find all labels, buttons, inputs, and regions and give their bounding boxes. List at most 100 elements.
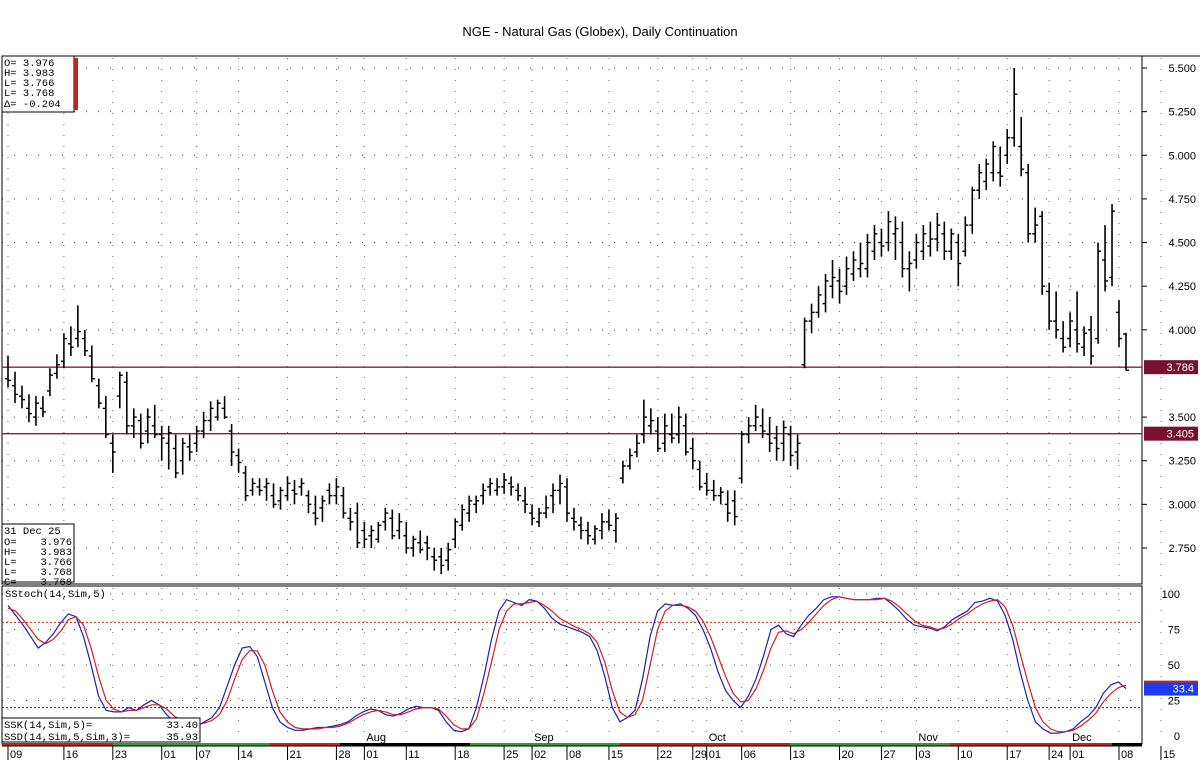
date-label: 18	[457, 749, 469, 761]
price-bar	[172, 434, 179, 479]
last-bar-key: H=	[4, 547, 17, 559]
price-bar	[60, 333, 67, 369]
price-bar	[459, 504, 466, 531]
price-bar	[1053, 291, 1060, 339]
price-bar	[116, 371, 123, 409]
price-bar	[815, 286, 822, 318]
price-bar	[389, 509, 396, 540]
y-tick-label: 4.000	[1168, 325, 1196, 337]
price-bar	[675, 406, 682, 444]
y-tick-label: 2.750	[1168, 543, 1196, 555]
price-y-axis: 5.500 5.250 5.000 4.750 4.500 4.250 4.000 3.500…	[1142, 63, 1196, 555]
price-bar	[801, 317, 808, 369]
price-bar	[703, 472, 710, 496]
price-bar	[515, 483, 522, 501]
price-bar	[976, 164, 983, 199]
date-axis-band-black	[1112, 743, 1142, 746]
price-bar	[242, 465, 249, 501]
price-bar	[557, 474, 564, 505]
last-bar-box: 31 Dec 25 O= 3.976 H= 3.983 L= 3.766 L= 3.768 C=…	[1, 523, 75, 589]
price-bar	[11, 371, 18, 404]
stoch-grid	[2, 588, 1162, 742]
price-bar	[228, 424, 235, 466]
stoch-last-bg	[1144, 681, 1198, 696]
month-label: Dec	[1072, 732, 1092, 744]
price-bar	[661, 413, 668, 452]
price-bar	[508, 476, 515, 496]
price-bar	[438, 548, 445, 575]
price-bar	[102, 396, 109, 439]
price-bar	[424, 535, 431, 561]
date-label: 02	[534, 749, 546, 761]
price-bar	[1046, 282, 1053, 330]
price-bar	[249, 478, 256, 496]
price-bar	[759, 408, 766, 439]
price-bar	[480, 483, 487, 505]
month-label: Sep	[534, 732, 554, 744]
price-bar	[543, 495, 550, 519]
price-bar	[410, 535, 417, 557]
price-bar	[836, 268, 843, 304]
date-axis: 09 16 23 01 07 14 21 28 01 11 18 25 02 08 15 22 29 01 06 13…	[2, 732, 1175, 761]
last-bar-value: 3.768	[40, 577, 72, 589]
price-bar	[88, 345, 95, 383]
last-bar-key: L=	[4, 567, 17, 579]
price-bar	[997, 146, 1004, 187]
stoch-values-box: SSK(14,Sim,5)= 33.40 SSD(14,Sim,5,Sim,3)…	[1, 717, 201, 744]
stoch-last-label: 33.4	[1173, 684, 1194, 696]
price-bar	[1004, 129, 1011, 164]
price-bar	[1116, 300, 1123, 348]
price-bar	[564, 478, 570, 522]
ohlc-line-0: O= 3.976	[4, 58, 54, 70]
price-bar	[207, 401, 214, 432]
price-bar	[794, 434, 801, 470]
price-bar	[263, 478, 270, 501]
price-bar	[682, 413, 689, 456]
price-bar	[529, 504, 536, 526]
date-label: 01	[366, 749, 378, 761]
stoch-y-axis: 100 75 50 25 0 33.4	[1144, 589, 1198, 743]
price-bar	[990, 141, 997, 182]
price-bar	[368, 525, 375, 548]
date-label: 14	[241, 749, 253, 761]
price-bar	[298, 478, 305, 496]
price-bar	[235, 448, 242, 473]
ssk-label: SSK(14,Sim,5)=	[4, 720, 92, 732]
price-bar	[361, 521, 368, 548]
price-bar	[396, 513, 403, 540]
date-label: 06	[744, 749, 756, 761]
reference-label: 3.405	[1166, 429, 1194, 441]
price-bar	[221, 396, 228, 419]
price-bar	[1081, 326, 1088, 356]
y-tick-label: 4.500	[1168, 238, 1196, 250]
price-bar	[773, 425, 780, 461]
price-bar	[284, 476, 291, 501]
price-bar	[899, 221, 906, 278]
price-bar	[501, 472, 508, 494]
stoch-tick-label: 0	[1174, 731, 1180, 743]
price-bar	[850, 251, 857, 281]
date-label: 21	[290, 749, 302, 761]
date-axis-band-green	[790, 743, 950, 746]
price-bar	[668, 413, 675, 444]
price-bar	[780, 420, 787, 461]
date-label: 08	[1121, 749, 1133, 761]
price-bar	[256, 478, 263, 496]
price-bar	[717, 486, 724, 505]
price-bar	[1060, 321, 1067, 353]
date-label: 24	[1051, 749, 1063, 761]
price-bar	[487, 478, 494, 496]
price-bar	[473, 495, 480, 514]
price-bar	[431, 548, 438, 571]
price-bar	[319, 495, 326, 522]
price-bar	[878, 228, 885, 257]
price-bar	[640, 399, 647, 444]
date-label: 11	[408, 749, 419, 761]
ssd-value: 35.93	[166, 732, 198, 744]
price-bar	[1011, 68, 1018, 147]
price-bar	[913, 233, 920, 269]
reference-label-bg	[1144, 426, 1198, 441]
price-bar	[1039, 211, 1046, 295]
price-bar	[647, 408, 654, 435]
price-bar	[67, 326, 74, 356]
